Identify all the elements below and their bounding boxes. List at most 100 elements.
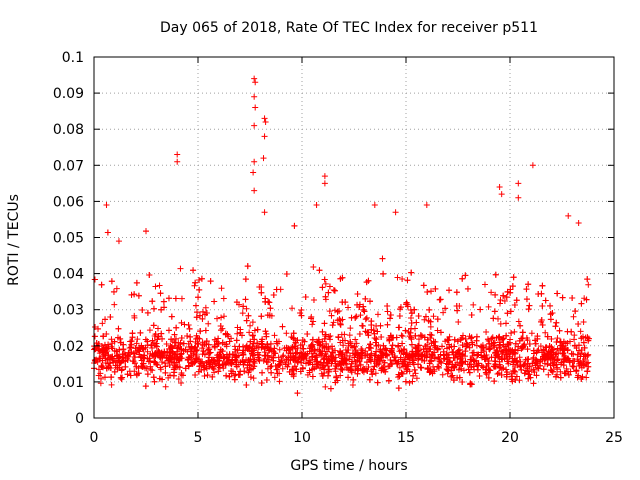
roti-point [356, 303, 363, 310]
roti-point [157, 366, 164, 373]
roti-point [126, 345, 133, 352]
roti-point [298, 350, 305, 357]
roti-point [215, 362, 222, 369]
roti-point [353, 363, 360, 370]
roti-point [451, 365, 458, 372]
roti-point [297, 368, 304, 375]
roti-point [450, 364, 457, 371]
roti-point [552, 323, 559, 330]
roti-point [396, 364, 403, 371]
roti-point [280, 352, 287, 359]
roti-point [279, 353, 286, 360]
roti-point [302, 294, 309, 301]
roti-point [236, 343, 243, 350]
roti-point [308, 315, 315, 322]
roti-point [209, 364, 216, 371]
roti-point [143, 365, 150, 372]
roti-point [316, 267, 323, 274]
roti-point [496, 300, 503, 307]
roti-point [97, 380, 104, 387]
roti-point [296, 353, 303, 360]
roti-point [476, 372, 483, 379]
roti-point [488, 354, 495, 361]
roti-point [144, 309, 151, 316]
roti-point [171, 356, 178, 363]
roti-point [494, 371, 501, 378]
roti-point [131, 291, 138, 298]
roti-point [464, 285, 471, 292]
roti-point [160, 298, 167, 305]
roti-point [196, 312, 203, 319]
roti-point [271, 374, 278, 381]
roti-point [428, 288, 435, 295]
roti-point [434, 327, 441, 334]
roti-point [98, 363, 105, 370]
roti-point [306, 357, 313, 364]
roti-point [331, 287, 338, 294]
roti-point [380, 367, 387, 374]
roti-point [329, 322, 336, 329]
roti-point [324, 359, 331, 366]
roti-point [533, 372, 540, 379]
roti-point [377, 347, 384, 354]
x-tick-label: 5 [194, 430, 203, 446]
roti-point [168, 336, 175, 343]
roti-point [264, 312, 271, 319]
roti-point [352, 350, 359, 357]
roti-point [298, 312, 305, 319]
roti-point [497, 320, 504, 327]
roti-point [243, 317, 250, 324]
roti-point [396, 324, 403, 331]
roti-point [321, 276, 328, 283]
roti-point [417, 332, 424, 339]
roti-point [351, 354, 358, 361]
roti-point [196, 277, 203, 284]
roti-point [360, 306, 367, 313]
roti-point [578, 361, 585, 368]
roti-point [177, 265, 184, 272]
roti-point [507, 308, 514, 315]
roti-point [345, 374, 352, 381]
roti-point [396, 312, 403, 319]
roti-point [408, 310, 415, 317]
roti-point [357, 361, 364, 368]
roti-point [321, 355, 328, 362]
roti-point [204, 372, 211, 379]
roti-point [115, 325, 122, 332]
roti-point [276, 358, 283, 365]
roti-point [518, 366, 525, 373]
roti-point [491, 339, 498, 346]
roti-point [570, 351, 577, 358]
roti-point [108, 381, 115, 388]
roti-outlier-point [250, 169, 257, 176]
roti-point [233, 299, 240, 306]
roti-point [298, 306, 305, 313]
roti-point [226, 373, 233, 380]
roti-point [585, 281, 592, 288]
roti-point [583, 374, 590, 381]
roti-point [191, 344, 198, 351]
roti-point [584, 352, 591, 359]
roti-point [309, 373, 316, 380]
roti-point [488, 341, 495, 348]
roti-point [504, 310, 511, 317]
y-axis-label: ROTI / TECUs [6, 194, 22, 286]
x-tick-labels: 0 5 10 15 20 25 [90, 430, 623, 446]
roti-point [338, 365, 345, 372]
roti-point [380, 342, 387, 349]
roti-point [267, 305, 274, 312]
roti-point [432, 285, 439, 292]
roti-point [192, 339, 199, 346]
roti-point [415, 336, 422, 343]
roti-point [220, 313, 227, 320]
roti-point [524, 346, 531, 353]
roti-point [146, 355, 153, 362]
roti-point [244, 263, 251, 270]
roti-point [246, 362, 253, 369]
roti-point [477, 306, 484, 313]
roti-point [185, 322, 192, 329]
roti-point [577, 328, 584, 335]
roti-point [103, 347, 110, 354]
roti-point [449, 349, 456, 356]
roti-point [290, 356, 297, 363]
